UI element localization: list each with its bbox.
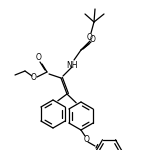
Text: O: O — [87, 33, 93, 42]
Text: O: O — [84, 135, 90, 144]
Text: O: O — [36, 54, 42, 63]
Text: O: O — [31, 74, 37, 82]
Text: O: O — [90, 34, 96, 43]
Text: NH: NH — [66, 60, 78, 69]
